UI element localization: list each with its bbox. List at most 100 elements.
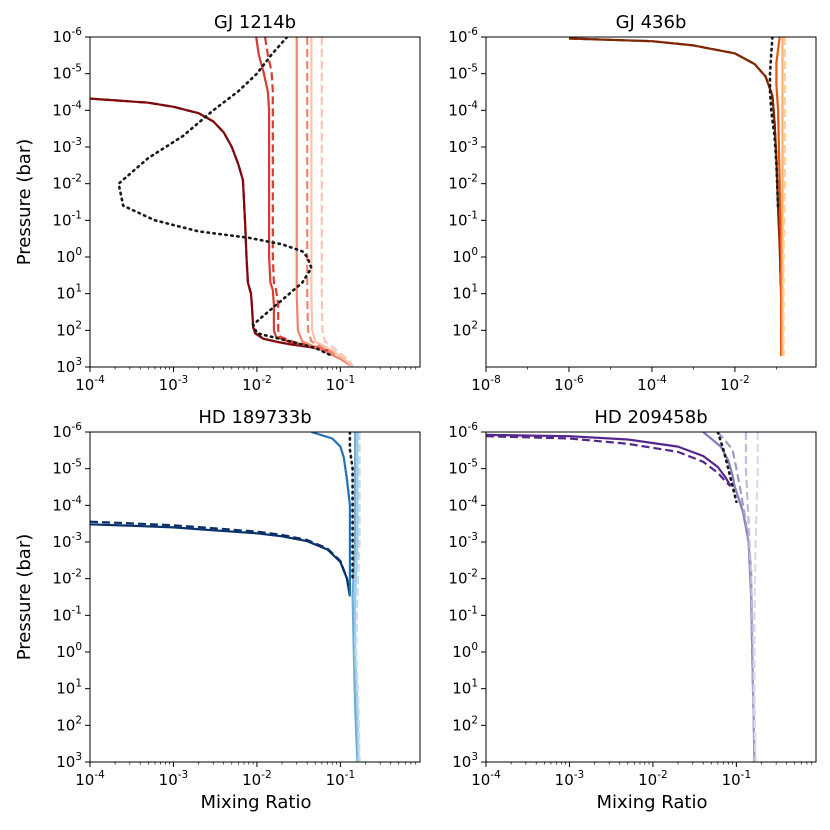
- y-tick-label: 100: [452, 246, 478, 266]
- x-tick-label: 10-1: [326, 769, 356, 789]
- x-tick-label: 10-2: [638, 769, 668, 789]
- axes-frame: [89, 431, 421, 763]
- panel-1: GJ 1214b 10-4 10-3 10-2 10-1 10-6 10-5 10-4 10-3…: [52, 12, 421, 394]
- y-tick-label: 10-3: [448, 531, 478, 551]
- series-line-equilibrium: [768, 37, 780, 211]
- y-tick-label: 10-2: [52, 568, 82, 588]
- series-line-salmon-dashed: [306, 37, 351, 367]
- x-tick-label: 10-3: [555, 769, 585, 789]
- axes-frame: [89, 36, 421, 368]
- x-tick-label: 10-2: [720, 374, 750, 394]
- panel-title: GJ 436b: [616, 12, 687, 33]
- series-line-light-purple: [716, 432, 756, 762]
- series-group: [568, 37, 786, 356]
- y-tick-label: 10-5: [448, 458, 478, 478]
- y-tick-label: 10-1: [448, 604, 478, 624]
- y-tick-label: 100: [452, 641, 478, 661]
- series-group: [90, 37, 354, 367]
- y-tick-label: 10-5: [52, 63, 82, 83]
- series-line-palest-blue: [355, 432, 361, 762]
- y-tick-label: 101: [452, 283, 478, 303]
- y-tick-label: 101: [56, 283, 82, 303]
- y-tick-label: 10-4: [448, 99, 478, 119]
- panel-title: HD 209458b: [594, 407, 707, 428]
- y-tick-label: 10-1: [52, 209, 82, 229]
- y-tick-label: 10-6: [52, 421, 82, 441]
- axes-frame: [485, 431, 817, 763]
- x-tick-label: 10-3: [159, 769, 189, 789]
- y-tick-label: 10-5: [448, 63, 478, 83]
- x-tick-label: 10-1: [722, 769, 752, 789]
- series-line-orange: [775, 37, 783, 356]
- series-group: [486, 432, 759, 762]
- series-line-dark-blue: [90, 523, 351, 597]
- series-line-dark-red: [90, 97, 322, 351]
- y-tick-label: 10-4: [52, 99, 82, 119]
- series-line-salmon: [295, 37, 351, 367]
- y-tick-label: 10-1: [448, 209, 478, 229]
- series-line-lighter-purple: [744, 432, 757, 762]
- x-tick-label: 10-4: [637, 374, 667, 394]
- series-line-dark-purple: [486, 433, 732, 487]
- x-tick-label: 10-6: [554, 374, 584, 394]
- axes-frame: [485, 36, 817, 368]
- series-line-dark-blue-dashed: [90, 520, 351, 597]
- y-tick-label: 10-6: [52, 26, 82, 46]
- y-tick-label: 10-3: [52, 136, 82, 156]
- y-tick-label: 102: [56, 714, 82, 734]
- series-line-light-pink-dashed: [320, 37, 354, 367]
- y-tick-label: 102: [452, 714, 478, 734]
- series-line-light-blue: [351, 432, 359, 762]
- series-line-red: [255, 37, 333, 354]
- panel-title: HD 189733b: [198, 407, 311, 428]
- x-tick-label: 10-3: [159, 374, 189, 394]
- series-line-dark-purple-dashed: [486, 435, 732, 488]
- y-tick-label: 103: [56, 356, 82, 376]
- x-tick-label: 10-4: [75, 769, 105, 789]
- series-line-lighter-blue: [354, 432, 360, 762]
- series-line-dark-brown: [568, 37, 783, 356]
- y-tick-label: 10-6: [448, 421, 478, 441]
- y-tick-label: 10-4: [448, 494, 478, 514]
- series-line-equilibrium: [716, 432, 738, 504]
- y-axis-label-bottom: Pressure (bar): [14, 534, 35, 660]
- x-tick-label: 10-8: [471, 374, 501, 394]
- y-tick-label: 102: [452, 319, 478, 339]
- x-tick-label: 10-1: [326, 374, 356, 394]
- y-tick-label: 101: [56, 678, 82, 698]
- y-axis-label-top: Pressure (bar): [14, 139, 35, 265]
- series-line-mid-blue: [311, 432, 351, 597]
- y-tick-label: 10-5: [52, 458, 82, 478]
- x-tick-label: 10-2: [242, 374, 272, 394]
- series-line-palest-purple: [753, 432, 759, 762]
- series-group: [90, 432, 361, 762]
- x-axis-label-right: Mixing Ratio: [597, 792, 708, 813]
- y-tick-label: 10-6: [448, 26, 478, 46]
- series-line-red-dashed: [263, 37, 335, 354]
- y-tick-label: 103: [452, 751, 478, 771]
- series-line-equilibrium: [117, 37, 334, 358]
- y-tick-label: 10-2: [448, 568, 478, 588]
- x-tick-label: 10-4: [75, 374, 105, 394]
- x-axis-label-left: Mixing Ratio: [201, 792, 312, 813]
- y-tick-label: 10-3: [52, 531, 82, 551]
- y-tick-label: 100: [56, 246, 82, 266]
- series-line-equilibrium: [348, 432, 354, 580]
- y-tick-label: 103: [56, 751, 82, 771]
- y-tick-label: 10-4: [52, 494, 82, 514]
- y-tick-label: 10-2: [448, 173, 478, 193]
- y-tick-label: 10-1: [52, 604, 82, 624]
- series-line-pale-orange: [782, 37, 786, 356]
- panel-2: GJ 436b 10-8 10-6 10-4 10-2 10-6 10-5 10-4 10-3 1…: [448, 12, 817, 394]
- y-tick-label: 101: [452, 678, 478, 698]
- series-line-dark-brown-dashed: [568, 37, 783, 356]
- x-tick-label: 10-4: [471, 769, 501, 789]
- x-tick-label: 10-2: [242, 769, 272, 789]
- series-line-dark-red-dashed: [90, 97, 322, 351]
- panel-title: GJ 1214b: [214, 12, 296, 33]
- y-tick-label: 102: [56, 319, 82, 339]
- series-line-light-pink: [310, 37, 354, 367]
